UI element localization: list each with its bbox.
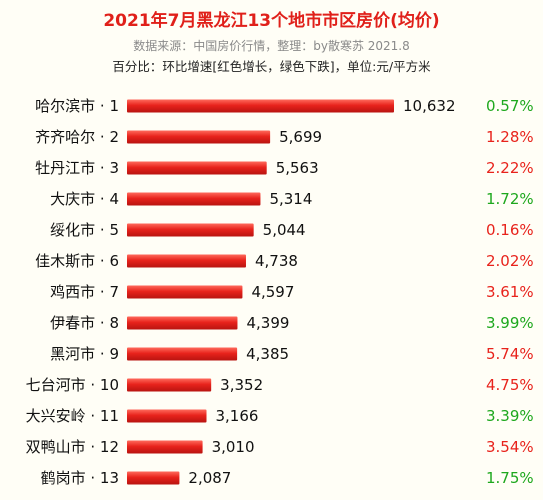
chart-note: 百分比：环比增速[红色增长，绿色下跌]，单位:元/平方米 — [112, 59, 431, 74]
bar — [127, 285, 243, 299]
change-label: 4.75% — [486, 376, 534, 394]
data-source: 数据来源：中国房价行情，整理：by散寒苏 2021.8 — [133, 39, 410, 53]
change-label: 3.61% — [486, 283, 534, 301]
bar — [127, 99, 394, 113]
category-label: 绥化市 · 5 — [50, 221, 119, 239]
value-label: 5,563 — [276, 159, 319, 177]
bar — [127, 130, 271, 144]
change-label: 2.02% — [486, 252, 534, 270]
change-label: 1.72% — [486, 190, 534, 208]
change-label: 1.28% — [486, 128, 534, 146]
value-label: 2,087 — [188, 469, 231, 487]
value-label: 4,399 — [246, 314, 289, 332]
category-label: 七台河市 · 10 — [26, 376, 119, 394]
category-label: 伊春市 · 8 — [50, 314, 119, 332]
bar — [127, 409, 207, 423]
category-label: 大庆市 · 4 — [50, 190, 119, 208]
value-label: 4,738 — [255, 252, 298, 270]
change-label: 3.39% — [486, 407, 534, 425]
bar — [127, 161, 267, 175]
bar — [127, 192, 261, 206]
value-label: 5,314 — [269, 190, 312, 208]
value-label: 10,632 — [403, 97, 456, 115]
value-label: 5,699 — [279, 128, 322, 146]
value-label: 5,044 — [263, 221, 306, 239]
value-label: 4,385 — [246, 345, 289, 363]
bar — [127, 223, 254, 237]
bar — [127, 378, 212, 392]
value-label: 4,597 — [251, 283, 294, 301]
category-label: 大兴安岭 · 11 — [26, 407, 119, 425]
value-label: 3,166 — [216, 407, 259, 425]
category-label: 黑河市 · 9 — [50, 345, 119, 363]
bar — [127, 440, 203, 454]
category-label: 双鸭山市 · 12 — [26, 438, 119, 456]
category-label: 佳木斯市 · 6 — [35, 252, 119, 270]
change-label: 0.57% — [486, 97, 534, 115]
change-label: 3.54% — [486, 438, 534, 456]
category-label: 哈尔滨市 · 1 — [35, 97, 119, 115]
category-label: 鸡西市 · 7 — [50, 283, 119, 301]
bar — [127, 316, 238, 330]
chart-title: 2021年7月黑龙江13个地市市区房价(均价) — [103, 11, 440, 31]
change-label: 2.22% — [486, 159, 534, 177]
bar — [127, 254, 246, 268]
change-label: 5.74% — [486, 345, 534, 363]
value-label: 3,010 — [212, 438, 255, 456]
value-label: 3,352 — [220, 376, 263, 394]
change-label: 0.16% — [486, 221, 534, 239]
category-label: 牡丹江市 · 3 — [35, 159, 119, 177]
bar — [127, 347, 238, 361]
change-label: 1.75% — [486, 469, 534, 487]
change-label: 3.99% — [486, 314, 534, 332]
category-label: 鹤岗市 · 13 — [41, 469, 119, 487]
bar — [127, 471, 180, 485]
category-label: 齐齐哈尔 · 2 — [35, 128, 119, 146]
